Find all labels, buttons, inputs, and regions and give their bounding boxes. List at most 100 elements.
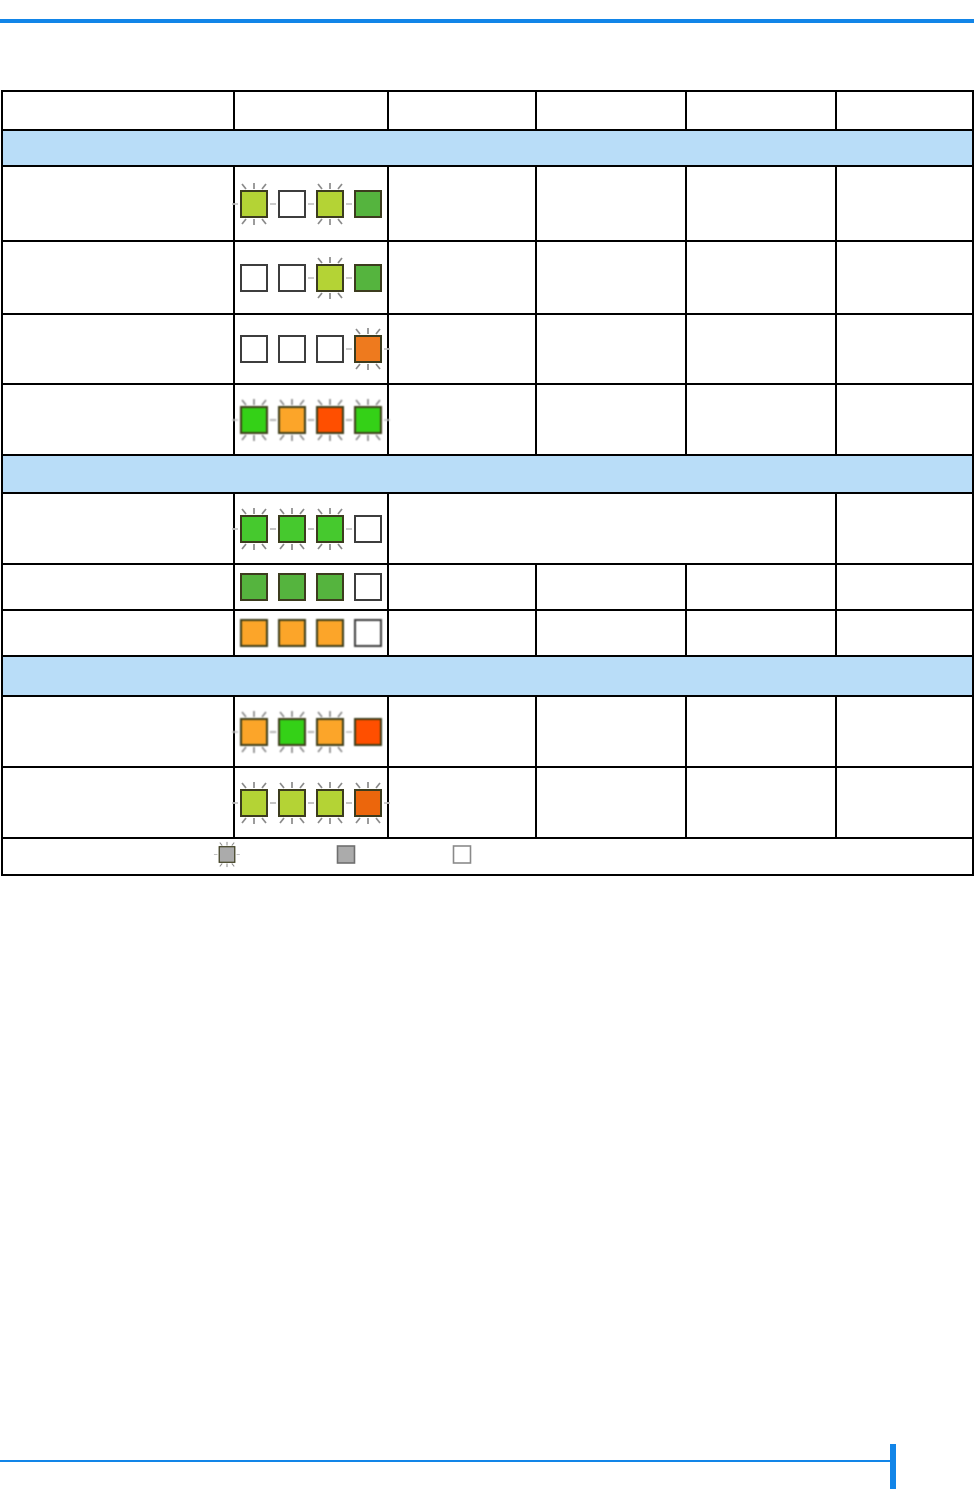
led-off-icon (315, 335, 344, 363)
led-off-icon (239, 335, 268, 363)
detail-cell (534, 165, 687, 242)
led-pattern-cell (232, 609, 389, 657)
led-blink-icon (231, 182, 276, 225)
led-strip (231, 182, 387, 226)
led-on-icon (336, 844, 356, 864)
led-pattern-cell (231, 766, 390, 839)
header-cell (386, 90, 537, 131)
led-table-row (1, 563, 974, 611)
led-table-row (1, 383, 974, 456)
description-cell (1, 383, 235, 456)
led-strip (235, 327, 390, 371)
led-blink-icon (269, 710, 314, 753)
description-cell (1, 563, 235, 611)
off-led-icon (452, 844, 472, 869)
led-off-icon (353, 514, 382, 543)
led-blink-icon (213, 841, 241, 867)
section-band-1 (1, 129, 974, 167)
legend-cell (1, 837, 974, 876)
detail-cell (386, 313, 537, 385)
detail-cell (834, 492, 974, 565)
led-pattern-cell (232, 313, 390, 385)
header-cell (834, 90, 974, 131)
led-table-row (1, 766, 974, 839)
footer-page-marker (890, 1444, 896, 1489)
top-rule (0, 19, 974, 23)
legend-row (1, 837, 974, 876)
led-blink-icon (231, 710, 276, 753)
led-blink-icon (269, 781, 314, 824)
detail-cell (834, 313, 974, 385)
led-off-icon (452, 844, 472, 864)
led-off-icon (353, 573, 382, 601)
led-strip (235, 611, 387, 655)
led-blink-icon (345, 328, 390, 370)
detail-cell (386, 240, 537, 315)
led-strip (231, 781, 390, 825)
led-table-row (1, 313, 974, 385)
led-on-icon (353, 263, 382, 292)
led-on-icon (239, 573, 268, 601)
led-on-icon (239, 619, 268, 647)
detail-cell (834, 766, 974, 839)
led-on-icon (277, 619, 306, 647)
detail-cell (534, 609, 687, 657)
led-blink-icon (307, 781, 352, 824)
header-cell (684, 90, 837, 131)
section-band-2 (1, 454, 974, 494)
led-blink-icon (307, 710, 352, 753)
led-strip (231, 710, 387, 754)
led-on-icon (353, 717, 382, 746)
led-table-row (1, 695, 974, 768)
detail-cell (534, 313, 687, 385)
detail-cell (684, 383, 837, 456)
led-pattern-cell (231, 165, 389, 242)
led-blink-icon (269, 398, 314, 441)
led-blink-icon (345, 781, 390, 824)
detail-cell (684, 695, 837, 768)
led-off-icon (353, 619, 382, 647)
led-on-icon (277, 573, 306, 601)
led-blink-icon (307, 256, 352, 299)
detail-cell (684, 313, 837, 385)
led-on-icon (315, 573, 344, 601)
footer-rule (0, 1460, 893, 1462)
table-header-row (1, 90, 974, 131)
description-cell (1, 240, 235, 315)
detail-cell (834, 240, 974, 315)
led-on-icon (315, 619, 344, 647)
detail-cell (834, 609, 974, 657)
led-blink-icon (307, 507, 352, 550)
section-band (1, 129, 974, 167)
led-strip (235, 565, 387, 609)
led-table-row (1, 165, 974, 242)
description-cell (1, 695, 235, 768)
detail-cell (534, 563, 687, 611)
led-blink-icon (307, 182, 352, 225)
led-off-icon (277, 189, 306, 218)
detail-cell (386, 165, 537, 242)
led-pattern-cell (231, 383, 390, 456)
detail-cell (386, 563, 537, 611)
detail-cell (534, 766, 687, 839)
led-pattern-cell (232, 240, 389, 315)
led-status-table (1, 90, 974, 876)
description-cell (1, 766, 235, 839)
header-cell (232, 90, 389, 131)
detail-cell (386, 609, 537, 657)
led-pattern-cell (232, 563, 389, 611)
detail-cell (684, 766, 837, 839)
section-band (1, 454, 974, 494)
led-table-row (1, 609, 974, 657)
led-off-icon (277, 335, 306, 363)
detail-cell (834, 695, 974, 768)
led-strip (235, 256, 387, 300)
detail-cell (386, 695, 537, 768)
led-off-icon (277, 263, 306, 292)
led-off-icon (239, 263, 268, 292)
detail-cell (386, 383, 537, 456)
led-on-icon (353, 189, 382, 218)
detail-cell (834, 165, 974, 242)
led-blink-icon (307, 398, 352, 441)
